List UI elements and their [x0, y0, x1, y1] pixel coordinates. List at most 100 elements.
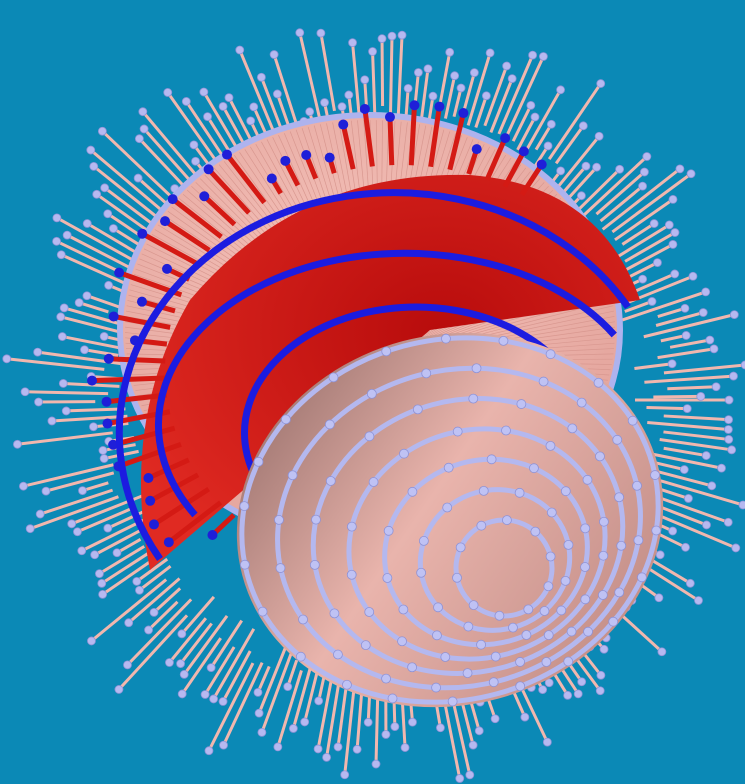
node — [288, 724, 298, 733]
spoke — [25, 390, 109, 396]
node — [441, 333, 451, 344]
spoke — [183, 614, 229, 676]
node — [73, 527, 82, 537]
node — [523, 604, 534, 615]
node — [655, 550, 665, 560]
node — [433, 602, 443, 613]
spoke — [655, 311, 704, 327]
node — [281, 414, 291, 425]
node — [421, 368, 432, 379]
spoke — [649, 510, 737, 550]
node — [490, 714, 500, 724]
node — [163, 88, 173, 97]
node — [653, 258, 662, 268]
red-node — [222, 149, 233, 160]
node — [530, 526, 541, 537]
spoke — [180, 595, 216, 635]
blue-ring — [241, 303, 566, 502]
red-spoke — [171, 197, 223, 239]
node — [100, 183, 110, 193]
spoke — [474, 95, 488, 128]
node — [577, 191, 586, 201]
node — [92, 189, 102, 199]
node — [580, 523, 591, 534]
node — [627, 415, 638, 426]
node — [455, 542, 466, 553]
spoke — [601, 167, 681, 231]
node — [41, 486, 51, 496]
red-node — [101, 396, 112, 407]
node — [56, 312, 66, 322]
red-node — [536, 159, 547, 170]
spoke — [621, 222, 655, 246]
node — [366, 388, 377, 399]
node — [452, 426, 463, 437]
red-node — [167, 194, 178, 205]
spoke — [98, 545, 146, 575]
node — [74, 298, 84, 308]
node — [25, 524, 35, 534]
node — [47, 416, 57, 426]
node — [530, 112, 540, 122]
node — [407, 662, 418, 673]
red-node — [434, 101, 445, 112]
red-node — [199, 191, 210, 202]
node — [363, 717, 373, 727]
node — [724, 415, 733, 425]
node — [614, 587, 625, 598]
node — [502, 61, 512, 71]
node — [668, 240, 678, 249]
spoke — [126, 598, 193, 666]
node — [465, 770, 475, 780]
node — [698, 308, 708, 317]
node — [615, 164, 625, 174]
node — [133, 173, 143, 183]
node — [488, 677, 499, 688]
node — [344, 90, 354, 100]
spoke — [29, 495, 119, 531]
node — [320, 98, 329, 107]
red-spoke — [152, 486, 211, 527]
red-spoke — [113, 313, 171, 330]
spoke — [141, 110, 199, 178]
node — [239, 559, 250, 570]
red-node — [108, 439, 119, 450]
node — [400, 743, 410, 752]
spoke — [56, 216, 133, 261]
spoke — [643, 313, 735, 339]
node — [218, 102, 228, 111]
red-spoke — [108, 356, 166, 364]
node — [638, 274, 648, 284]
red-node — [324, 152, 335, 163]
red-node — [136, 296, 147, 307]
node — [508, 622, 518, 633]
node — [632, 480, 642, 491]
node — [82, 219, 92, 228]
spoke — [127, 577, 181, 624]
node — [696, 391, 706, 401]
node — [516, 399, 527, 409]
spoke — [634, 362, 673, 370]
node — [650, 470, 660, 480]
node — [253, 687, 263, 697]
red-node — [409, 100, 420, 111]
node — [528, 50, 538, 60]
spoke — [343, 679, 357, 775]
node — [580, 562, 590, 572]
node — [664, 220, 674, 230]
node — [322, 752, 331, 762]
node — [2, 354, 12, 364]
node — [596, 670, 606, 680]
spoke — [659, 437, 732, 452]
node — [103, 209, 113, 219]
node — [738, 500, 745, 510]
node — [723, 517, 733, 527]
spoke — [547, 82, 602, 160]
node — [316, 28, 326, 38]
spoke — [667, 385, 717, 391]
spoke — [221, 105, 247, 148]
node — [398, 604, 409, 615]
node — [89, 161, 99, 171]
node — [654, 593, 664, 603]
node — [381, 730, 391, 739]
